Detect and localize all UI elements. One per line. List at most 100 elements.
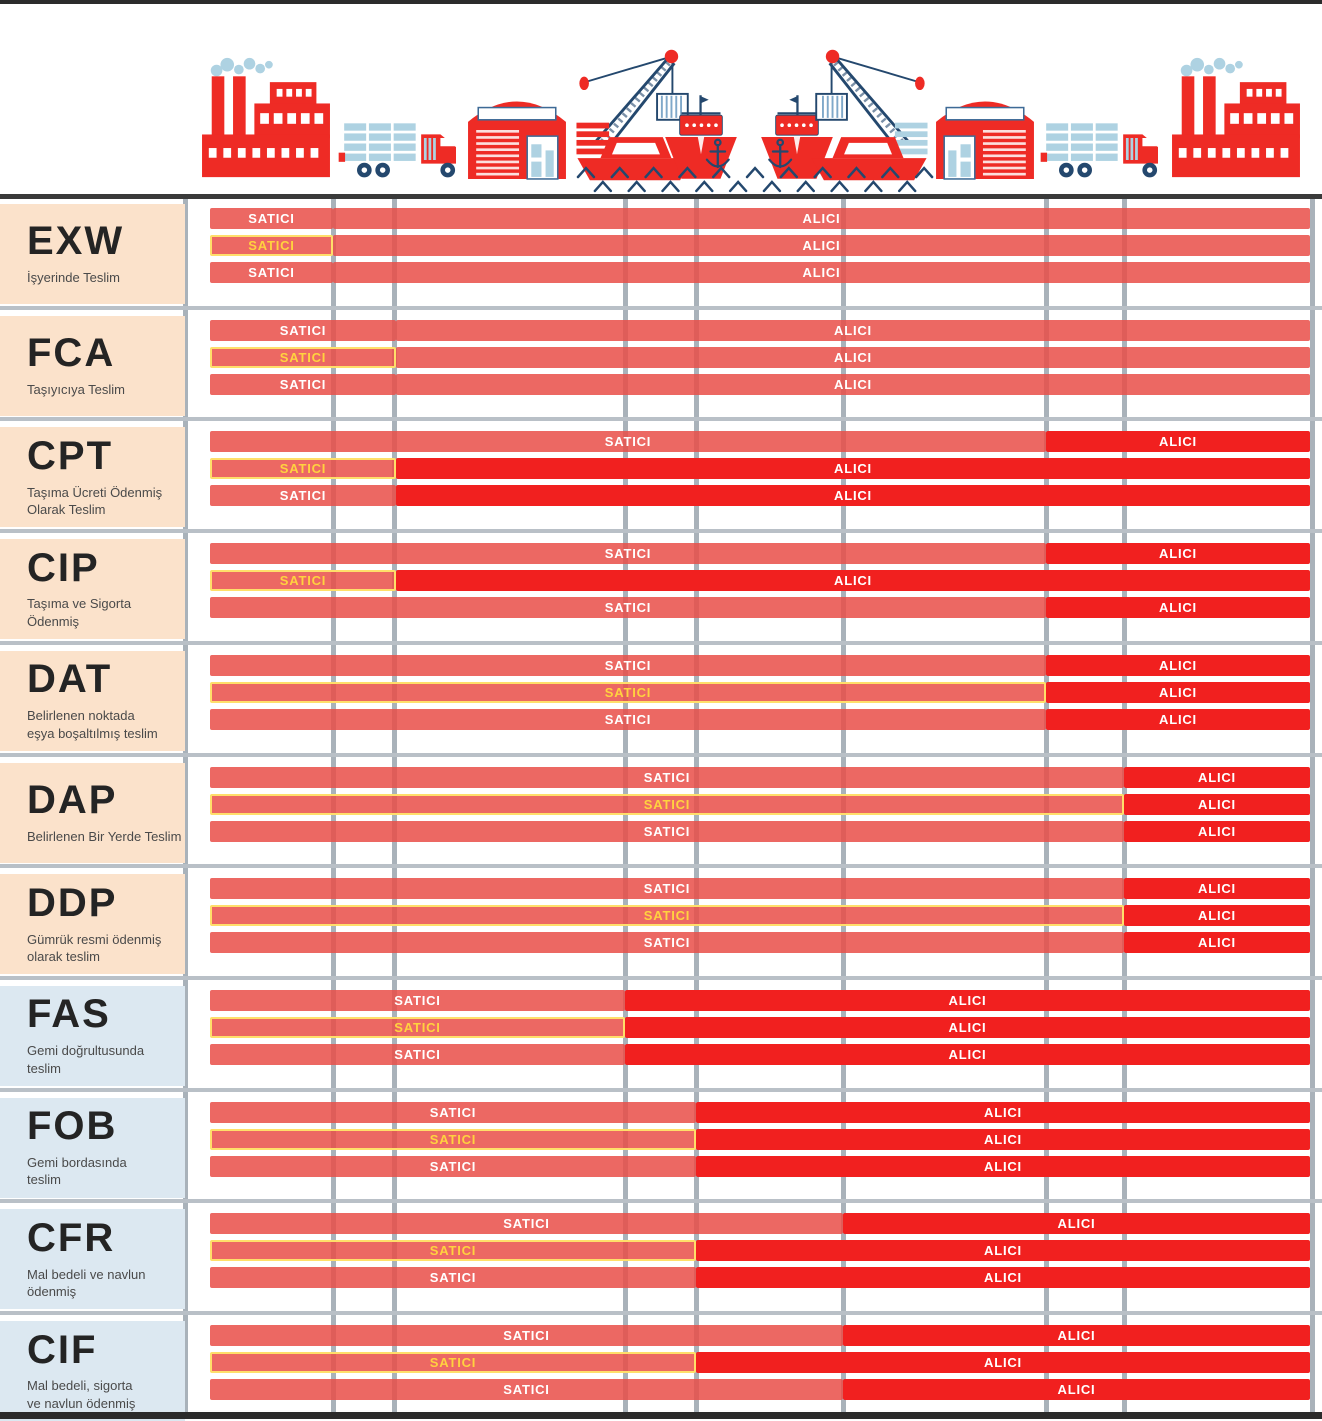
group-separator — [0, 529, 1322, 534]
seller-segment: SATICI — [210, 597, 1046, 619]
incoterm-code: FCA — [27, 331, 116, 376]
buyer-label: ALICI — [984, 1158, 1022, 1174]
seller-segment: SATICI — [210, 766, 1124, 788]
group-separator — [0, 864, 1322, 869]
incoterm-label-block: FOB Gemi bordasında teslim — [0, 1097, 185, 1198]
buyer-segment: ALICI — [696, 1267, 1310, 1289]
incoterm-description: Gemi doğrultusunda teslim — [27, 1043, 145, 1076]
incoterm-label-block: FAS Gemi doğrultusunda teslim — [0, 985, 185, 1086]
seller-label: SATICI — [604, 684, 652, 700]
seller-label: SATICI — [394, 1019, 441, 1035]
group-separator — [0, 975, 1322, 980]
buyer-label: ALICI — [1198, 796, 1236, 812]
incoterm-code: FAS — [27, 992, 111, 1037]
seller-label: SATICI — [248, 211, 295, 226]
buyer-label: ALICI — [834, 488, 872, 504]
buyer-label: ALICI — [1159, 600, 1197, 616]
seller-segment: SATICI — [210, 431, 1046, 453]
buyer-segment: ALICI — [1046, 681, 1310, 703]
buyer-label: ALICI — [984, 1131, 1022, 1147]
seller-segment: SATICI — [210, 208, 333, 229]
incoterm-description: Gümrük resmi ödenmiş olarak teslim — [27, 931, 162, 965]
incoterm-description: Taşıma Ücreti Ödenmiş Olarak Teslim — [27, 484, 163, 518]
buyer-label: ALICI — [984, 1270, 1022, 1286]
incoterm-label-block: CFR Mal bedeli ve navlun ödenmiş — [0, 1209, 185, 1310]
incoterm-description: İşyerinde Teslim — [27, 270, 120, 286]
buyer-segment: ALICI — [396, 319, 1310, 341]
buyer-segment: ALICI — [1124, 878, 1310, 900]
buyer-segment: ALICI — [396, 570, 1310, 592]
seller-segment: SATICI — [210, 262, 333, 283]
incoterm-label-block: DDP Gümrük resmi ödenmiş olarak teslim — [0, 874, 185, 975]
factory-icon — [198, 55, 334, 181]
buyer-segment: ALICI — [1046, 597, 1310, 619]
buyer-label: ALICI — [834, 461, 872, 477]
buyer-segment: ALICI — [1124, 932, 1310, 954]
buyer-segment: ALICI — [696, 1352, 1310, 1373]
waves-icon — [576, 164, 944, 194]
incoterm-label-block: CPT Taşıma Ücreti Ödenmiş Olarak Teslim — [0, 427, 185, 528]
seller-segment: SATICI — [210, 319, 396, 341]
seller-label: SATICI — [429, 1158, 477, 1174]
seller-segment: SATICI — [210, 570, 396, 592]
seller-segment: SATICI — [210, 1267, 696, 1289]
buyer-label: ALICI — [1057, 1216, 1096, 1232]
incoterm-description: Mal bedeli, sigorta ve navlun ödenmiş — [27, 1378, 136, 1411]
buyer-label: ALICI — [1057, 1382, 1096, 1397]
buyer-label: ALICI — [1057, 1328, 1096, 1343]
incoterm-description: Belirlenen noktada eşya boşaltılmış tesl… — [27, 708, 158, 741]
buyer-segment: ALICI — [1124, 820, 1310, 842]
incoterm-description: Taşıma ve Sigorta Ödenmiş — [27, 596, 132, 629]
buyer-label: ALICI — [1198, 769, 1236, 785]
incoterm-code: DAP — [27, 777, 118, 822]
buyer-label: ALICI — [1198, 881, 1236, 897]
seller-label: SATICI — [394, 1046, 441, 1062]
seller-label: SATICI — [503, 1216, 550, 1232]
buyer-label: ALICI — [984, 1104, 1022, 1120]
seller-label: SATICI — [429, 1243, 477, 1259]
buyer-segment: ALICI — [625, 989, 1310, 1011]
buyer-segment: ALICI — [333, 235, 1310, 256]
seller-label: SATICI — [279, 488, 327, 504]
buyer-segment: ALICI — [1046, 543, 1310, 565]
buyer-segment: ALICI — [1124, 766, 1310, 788]
seller-segment: SATICI — [210, 1128, 696, 1150]
top-border-line — [0, 0, 1322, 4]
seller-label: SATICI — [279, 322, 327, 338]
seller-segment: SATICI — [210, 989, 625, 1011]
buyer-label: ALICI — [802, 265, 841, 280]
seller-segment: SATICI — [210, 1101, 696, 1123]
seller-label: SATICI — [643, 796, 691, 812]
incoterm-code: FOB — [27, 1104, 118, 1149]
seller-segment: SATICI — [210, 932, 1124, 954]
seller-label: SATICI — [643, 908, 691, 924]
incoterm-code: CIP — [27, 545, 100, 590]
seller-segment: SATICI — [210, 878, 1124, 900]
seller-label: SATICI — [643, 769, 691, 785]
seller-label: SATICI — [604, 711, 652, 727]
factory-icon — [1168, 55, 1304, 181]
group-separator — [0, 1199, 1322, 1204]
buyer-label: ALICI — [802, 238, 841, 253]
incoterm-code: DDP — [27, 880, 118, 925]
seller-label: SATICI — [643, 823, 691, 839]
seller-label: SATICI — [429, 1355, 477, 1370]
incoterm-code: EXW — [27, 219, 125, 264]
buyer-label: ALICI — [1159, 684, 1197, 700]
seller-segment: SATICI — [210, 1043, 625, 1065]
incoterm-label-block: FCA Taşıyıcıya Teslim — [0, 315, 185, 416]
buyer-segment: ALICI — [396, 373, 1310, 395]
truck-icon — [336, 116, 466, 182]
incoterm-label-block: CIF Mal bedeli, sigorta ve navlun ödenmiş — [0, 1321, 185, 1421]
buyer-label: ALICI — [834, 573, 872, 589]
seller-label: SATICI — [248, 265, 295, 280]
buyer-label: ALICI — [834, 322, 872, 338]
buyer-label: ALICI — [1159, 711, 1197, 727]
seller-segment: SATICI — [210, 708, 1046, 730]
seller-segment: SATICI — [210, 1352, 696, 1373]
group-separator — [0, 1087, 1322, 1092]
incoterm-label-block: DAP Belirlenen Bir Yerde Teslim — [0, 762, 185, 863]
seller-segment: SATICI — [210, 235, 333, 256]
seller-segment: SATICI — [210, 1213, 843, 1235]
incoterm-description: Taşıyıcıya Teslim — [27, 381, 126, 397]
